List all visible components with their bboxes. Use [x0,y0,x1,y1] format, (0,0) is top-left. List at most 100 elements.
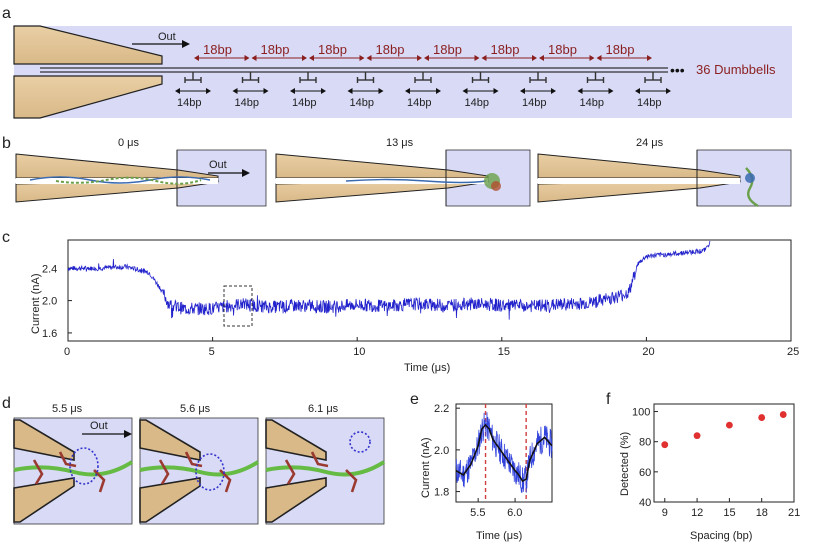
dumbbell [175,72,211,94]
dumbbell-width-label: 14bp [637,97,661,109]
out-arrow-head-a [182,40,190,48]
panel-label-a: a [2,5,11,22]
xtick-label: 21 [788,507,800,519]
ytick-label: 1.6 [42,328,57,340]
ylabel-e: Current (nA) [420,437,432,498]
xlabel-e: Time (μs) [476,530,522,542]
dumbbell-width-label: 14bp [407,97,431,109]
ytick-label: 2.0 [434,445,449,457]
dumbbell-width-label: 14bp [177,97,201,109]
highlight-circle [195,453,225,491]
xtick-label: 0 [64,346,70,358]
ytick-label: 2.2 [434,403,449,415]
ytick-label: 2.4 [42,263,57,275]
dumbbell [232,72,269,94]
snapshot-frame-d [13,417,134,525]
spacing-label: 18bp [203,42,232,57]
snapshot-row-d [13,417,386,525]
xtick-label: 15 [498,346,510,358]
spacing-label: 18bp [261,42,290,57]
spacing-marker: 18bp [309,42,365,61]
dumbbell [635,72,671,94]
panel-label-b: b [2,135,11,152]
spacing-marker: 18bp [481,42,537,61]
time-label-b-1: 13 μs [386,137,414,149]
spacing-marker: 18bp [366,42,422,61]
pore-wall-bottom [13,75,163,119]
smoothed-trace-e [455,423,553,483]
dumbbell-width-label: 14bp [522,97,546,109]
spacing-label: 18bp [376,42,405,57]
spacing-label: 18bp [433,42,462,57]
xtick-label: 5.5 [470,507,485,519]
time-label-b-0: 0 μs [118,137,140,149]
ellipsis: ••• [670,62,685,78]
xtick-label: 10 [353,346,365,358]
xtick-label: 18 [756,507,768,519]
xtick-label: 6.0 [507,507,522,519]
dumbbell-row [175,72,671,94]
dumbbell [520,72,556,94]
dumbbell [347,72,384,94]
panel-label-d: d [2,395,11,412]
dumbbell-width-label: 14bp [235,97,259,109]
panel-a: a Out 18bp 18bp 18bp 18bp 18bp 18bp 18bp 18bp 1… [2,5,792,119]
snapshot-frame [275,149,531,207]
ylabel-f: Detected (%) [619,432,631,496]
dumbbell-count: 36 Dumbbells [696,62,776,77]
dumbbell [462,72,499,94]
plot-frame-e [455,403,553,503]
raw-trace-e [455,412,553,493]
ytick-label: 60 [639,467,651,479]
data-point [779,411,787,418]
out-label-b: Out [209,159,227,171]
time-label-d-1: 5.6 μs [180,403,211,415]
dumbbell [577,72,614,94]
dumbbell-label-row: 14bp 14bp 14bp 14bp 14bp 14bp 14bp 14bp 14bp [177,97,661,109]
dumbbell-width-label: 14bp [350,97,374,109]
data-point [661,441,669,449]
ylabel-c: Current (nA) [30,273,42,334]
panel-f: f 9 12 15 18 21 40 60 80 100 Spacing (bp) Detect… [606,391,800,542]
spacing-label: 18bp [318,42,347,57]
xlabel-f: Spacing (bp) [690,530,752,542]
spacing-label: 18bp [548,42,577,57]
snapshot-row [15,149,792,208]
plot-frame-c [67,239,792,342]
panel-e: e 5.5 6.0 1.8 2.0 2.2 Time (μs) Current (nA) [410,391,553,542]
dumbbell [290,72,326,94]
snapshot-frame-d [139,417,260,525]
panel-b: b Out 0 μs 13 μs 24 μs [2,135,792,208]
out-arrow-head-d [124,430,132,438]
ytick-label: 100 [632,407,650,419]
pore-wall-top [13,25,163,65]
dumbbell [405,72,441,94]
axis-ticks-e: 5.5 6.0 1.8 2.0 2.2 [434,403,522,519]
ytick-label: 1.8 [434,487,449,499]
snapshot-frame [15,149,267,207]
spacing-marker: 18bp [194,42,250,61]
plot-frame-f [653,403,795,503]
data-point [758,414,766,421]
panel-label-c: c [2,229,10,246]
highlight-circle [69,447,99,485]
snapshot-frame [537,149,792,208]
xtick-label: 20 [642,346,654,358]
xtick-label: 9 [662,507,668,519]
ytick-label: 2.0 [42,296,57,308]
spacing-marker: 18bp [251,42,307,61]
panel-d: d 5.5 μs 5.6 μs 6.1 μs Out [2,395,386,525]
highlight-circle [349,431,371,453]
current-trace-c [67,240,711,320]
out-label-d: Out [90,420,108,432]
xtick-label: 15 [723,507,735,519]
ytick-label: 80 [639,437,651,449]
data-point [725,421,733,429]
spacing-marker: 18bp [539,42,595,61]
data-points-f [661,411,787,449]
dumbbell-width-label: 14bp [292,97,316,109]
panel-c: c 0 5 10 15 20 25 1.6 2.0 2.4 Time (μs) Current … [2,229,799,374]
spacing-label: 18bp [606,42,635,57]
time-label-b-2: 24 μs [636,137,664,149]
